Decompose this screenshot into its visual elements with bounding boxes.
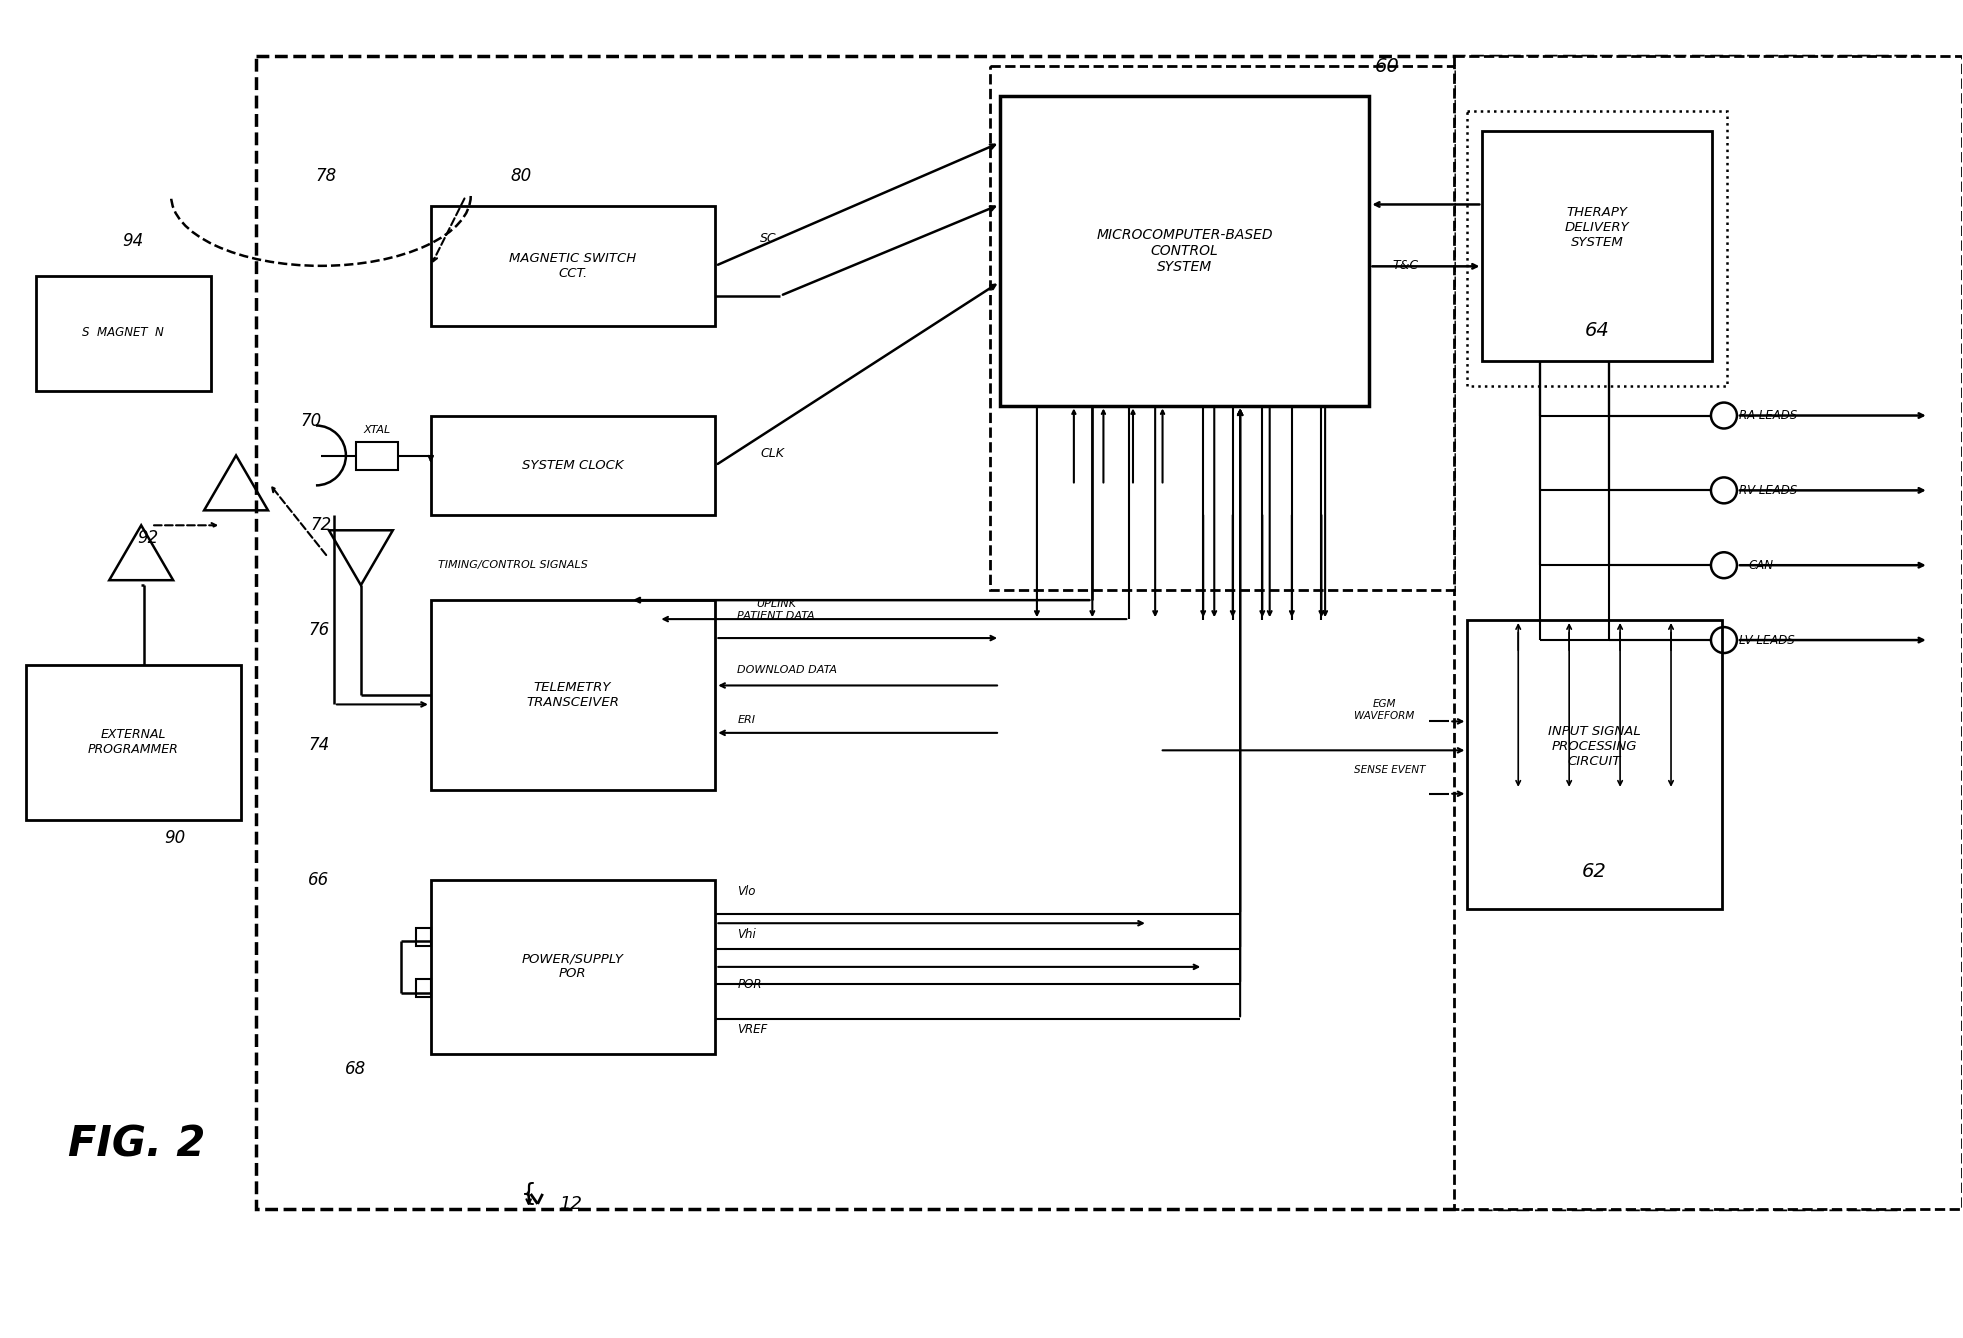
Text: Vlo: Vlo [738, 884, 756, 898]
Text: SENSE EVENT: SENSE EVENT [1354, 765, 1425, 775]
Text: RV LEADS: RV LEADS [1739, 484, 1798, 496]
Text: RA LEADS: RA LEADS [1739, 409, 1798, 421]
FancyBboxPatch shape [430, 416, 715, 515]
Text: {: { [520, 1181, 536, 1206]
Text: CAN: CAN [1749, 559, 1775, 571]
Text: 92: 92 [137, 530, 159, 547]
Text: 74: 74 [308, 736, 330, 753]
FancyBboxPatch shape [26, 665, 241, 820]
Text: 90: 90 [165, 828, 185, 847]
Text: FIG. 2: FIG. 2 [67, 1123, 204, 1165]
Text: 66: 66 [308, 871, 330, 888]
Text: TELEMETRY
TRANSCEIVER: TELEMETRY TRANSCEIVER [526, 681, 618, 709]
Text: DOWNLOAD DATA: DOWNLOAD DATA [738, 665, 838, 674]
FancyBboxPatch shape [37, 276, 212, 391]
Text: CLK: CLK [760, 447, 785, 460]
Text: XTAL: XTAL [363, 425, 391, 435]
Text: MAGNETIC SWITCH
CCT.: MAGNETIC SWITCH CCT. [508, 252, 636, 280]
Text: TIMING/CONTROL SIGNALS: TIMING/CONTROL SIGNALS [438, 561, 587, 570]
FancyBboxPatch shape [430, 601, 715, 789]
FancyBboxPatch shape [1482, 131, 1712, 361]
Text: INPUT SIGNAL
PROCESSING
CIRCUIT: INPUT SIGNAL PROCESSING CIRCUIT [1547, 725, 1641, 768]
Text: POR: POR [738, 978, 762, 991]
FancyBboxPatch shape [255, 56, 1916, 1208]
FancyBboxPatch shape [416, 979, 430, 997]
Text: VREF: VREF [738, 1022, 768, 1036]
Text: UPLINK
PATIENT DATA: UPLINK PATIENT DATA [738, 599, 815, 621]
Text: 64: 64 [1584, 321, 1610, 340]
Text: Vhi: Vhi [738, 929, 756, 941]
Text: 76: 76 [308, 621, 330, 640]
FancyBboxPatch shape [430, 206, 715, 325]
FancyBboxPatch shape [430, 879, 715, 1054]
Text: SYSTEM CLOCK: SYSTEM CLOCK [522, 459, 624, 472]
Text: 62: 62 [1582, 862, 1606, 882]
Text: MICROCOMPUTER-BASED
CONTROL
SYSTEM: MICROCOMPUTER-BASED CONTROL SYSTEM [1097, 227, 1272, 274]
Text: 94: 94 [122, 231, 143, 250]
FancyBboxPatch shape [1466, 111, 1727, 385]
Text: EGM
WAVEFORM: EGM WAVEFORM [1354, 700, 1415, 721]
Text: THERAPY
DELIVERY
SYSTEM: THERAPY DELIVERY SYSTEM [1565, 206, 1629, 249]
FancyBboxPatch shape [989, 67, 1455, 590]
Text: 60: 60 [1374, 56, 1400, 76]
Text: ERI: ERI [738, 714, 756, 725]
Text: 78: 78 [316, 167, 336, 185]
Text: 70: 70 [300, 412, 322, 429]
FancyBboxPatch shape [1466, 619, 1722, 910]
Text: SC: SC [760, 233, 777, 245]
Text: POWER/SUPPLY
POR: POWER/SUPPLY POR [522, 953, 624, 981]
Text: EXTERNAL
PROGRAMMER: EXTERNAL PROGRAMMER [88, 728, 179, 756]
Text: S  MAGNET  N: S MAGNET N [82, 326, 165, 340]
FancyBboxPatch shape [1455, 56, 1961, 1208]
Text: 12: 12 [559, 1195, 583, 1212]
FancyBboxPatch shape [416, 929, 430, 946]
FancyBboxPatch shape [355, 443, 398, 471]
Text: 72: 72 [310, 516, 332, 534]
Text: LV LEADS: LV LEADS [1739, 634, 1794, 646]
Text: T&C: T&C [1392, 260, 1419, 273]
Text: 68: 68 [345, 1060, 367, 1078]
Text: 80: 80 [510, 167, 532, 185]
FancyBboxPatch shape [999, 96, 1370, 405]
